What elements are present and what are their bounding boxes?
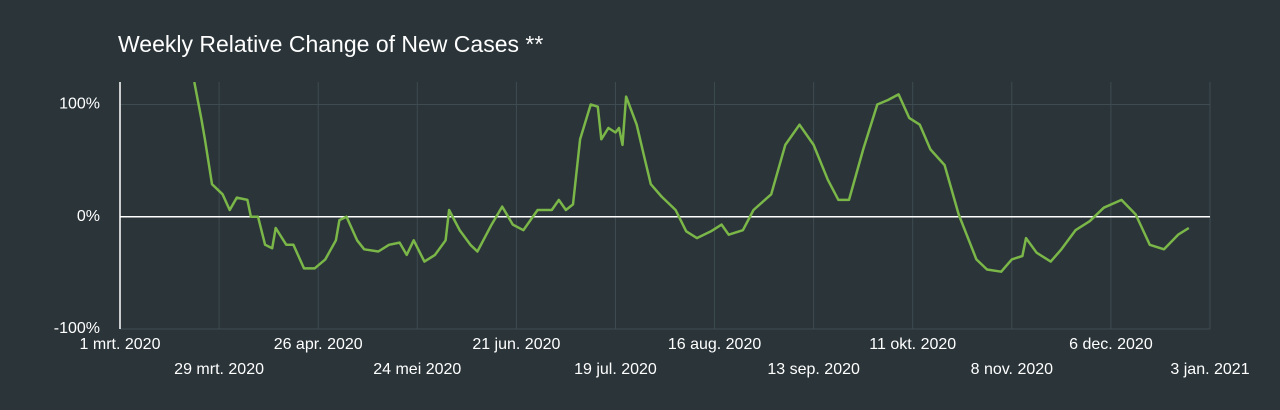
x-tick-label: 13 sep. 2020 [767, 361, 860, 378]
x-tick-label: 26 apr. 2020 [274, 336, 363, 353]
chart-title: Weekly Relative Change of New Cases ** [118, 31, 543, 57]
y-tick-label: 100% [59, 96, 100, 113]
x-tick-label: 11 okt. 2020 [869, 336, 956, 353]
x-tick-label: 19 jul. 2020 [574, 361, 657, 378]
x-tick-label: 21 jun. 2020 [472, 336, 560, 353]
x-tick-label: 1 mrt. 2020 [80, 336, 161, 353]
x-tick-label: 29 mrt. 2020 [174, 361, 264, 378]
x-tick-label: 8 nov. 2020 [971, 361, 1054, 378]
y-tick-label: -100% [54, 320, 100, 337]
line-series [193, 82, 1190, 273]
x-tick-label: 3 jan. 2021 [1170, 361, 1249, 378]
y-tick-label: 0% [77, 208, 100, 225]
x-tick-label: 24 mei 2020 [373, 361, 461, 378]
x-tick-label: 6 dec. 2020 [1069, 336, 1153, 353]
x-tick-label: 16 aug. 2020 [668, 336, 762, 353]
